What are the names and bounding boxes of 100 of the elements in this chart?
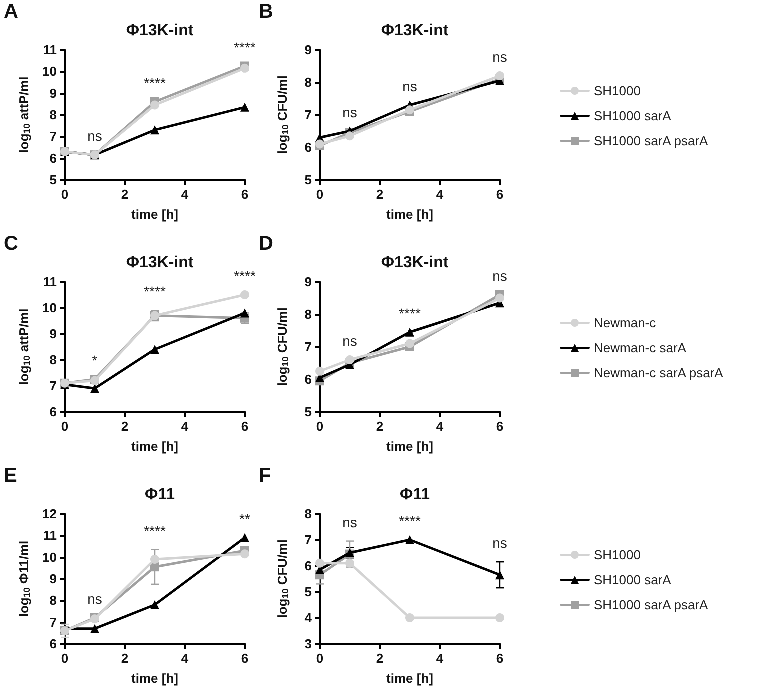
- x-tick-label: 6: [496, 419, 504, 434]
- y-tick-label: 8: [50, 593, 57, 608]
- y-tick-label: 7: [50, 378, 57, 394]
- point: [240, 308, 250, 318]
- point: [346, 356, 354, 364]
- x-tick-label: 6: [241, 651, 249, 666]
- legend-label: SH1000 sarA: [594, 108, 672, 124]
- point: [316, 366, 324, 376]
- y-tick-label: 5: [304, 584, 312, 600]
- x-axis-title: time [h]: [386, 671, 434, 686]
- legend-label: Newman-c sarA: [594, 340, 687, 356]
- x-tick-label: 6: [496, 651, 504, 666]
- y-tick-label: 11: [43, 274, 57, 290]
- annotation: ****: [144, 75, 166, 91]
- annotation: ns: [88, 591, 102, 607]
- chart-title: Φ13K-int: [381, 254, 450, 272]
- point: [346, 558, 354, 568]
- y-tick-label: 6: [304, 558, 312, 574]
- text: B: [259, 1, 274, 23]
- x-tick-label: 0: [316, 419, 324, 434]
- y-tick-label: 6: [50, 150, 57, 166]
- x-axis-title: time [h]: [132, 207, 178, 222]
- x-axis-title: time [h]: [386, 207, 434, 222]
- y-tick-label: 9: [50, 86, 57, 101]
- point: [150, 555, 160, 564]
- point: [240, 290, 250, 300]
- text: A: [4, 1, 18, 23]
- y-tick-label: 9: [304, 42, 312, 58]
- text: C: [4, 233, 18, 255]
- x-tick-label: 6: [496, 187, 504, 202]
- x-tick-label: 0: [316, 187, 324, 202]
- text: E: [4, 465, 18, 487]
- y-tick-label: 5: [304, 172, 312, 188]
- y-tick-label: 10: [42, 300, 57, 316]
- annotation: ****: [399, 305, 422, 322]
- point: [240, 550, 250, 559]
- x-tick-label: 0: [61, 187, 69, 202]
- point: [346, 132, 354, 141]
- x-tick-label: 4: [181, 187, 190, 202]
- legend-label: SH1000 sarA psarA: [594, 134, 709, 148]
- x-tick-label: 0: [61, 419, 69, 434]
- annotation: ****: [144, 284, 166, 300]
- y-tick-label: 12: [42, 506, 57, 522]
- point: [150, 600, 160, 610]
- x-tick-label: 4: [436, 651, 444, 666]
- x-tick-label: 2: [121, 419, 129, 434]
- x-tick-label: 2: [121, 651, 129, 666]
- x-tick-label: 2: [376, 651, 384, 666]
- point: [90, 624, 100, 634]
- x-tick-label: 4: [181, 419, 190, 434]
- x-tick-label: 2: [376, 419, 384, 434]
- y-tick-label: 8: [50, 108, 57, 122]
- y-tick-label: 6: [50, 636, 57, 652]
- x-tick-label: 4: [436, 419, 444, 434]
- x-tick-label: 2: [121, 187, 129, 202]
- y-tick-label: 5: [50, 172, 57, 188]
- x-tick-label: 4: [181, 651, 190, 666]
- x-tick-label: 0: [316, 651, 324, 666]
- y-tick-label: 7: [304, 340, 312, 354]
- x-axis-title: time [h]: [132, 671, 178, 686]
- y-tick-label: 11: [43, 528, 57, 544]
- y-tick-label: 8: [304, 506, 312, 522]
- y-tick-label: 7: [304, 108, 312, 122]
- y-axis-title: log10 attP/ml: [16, 76, 32, 154]
- x-tick-label: 4: [436, 187, 444, 202]
- x-tick-label: 6: [241, 419, 249, 434]
- annotation: ns: [88, 128, 102, 144]
- y-tick-label: 6: [304, 372, 312, 387]
- y-tick-label: 8: [304, 75, 312, 90]
- annotation: ns: [342, 514, 358, 530]
- legend-label: SH1000 sarA psarA: [594, 598, 709, 612]
- point: [496, 294, 504, 303]
- y-tick-label: 9: [50, 572, 57, 586]
- y-tick-label: 7: [50, 129, 57, 144]
- legend-label: SH1000: [594, 548, 641, 562]
- legend-label: Newman-c: [594, 316, 657, 330]
- x-tick-label: 2: [376, 187, 384, 202]
- y-tick-label: 10: [42, 64, 57, 80]
- point: [406, 614, 414, 622]
- y-tick-label: 7: [50, 614, 57, 630]
- annotation: ****: [399, 513, 422, 529]
- point: [406, 339, 414, 348]
- legend-label: SH1000: [594, 84, 641, 98]
- chart-title: Φ13K-int: [126, 254, 194, 272]
- y-tick-label: 9: [50, 326, 57, 342]
- y-axis-title: log10 CFU/ml: [275, 308, 290, 386]
- text: F: [259, 465, 272, 487]
- x-tick-label: 0: [61, 651, 69, 666]
- point: [496, 570, 504, 580]
- annotation: ns: [492, 535, 508, 552]
- legend-label: SH1000 sarA: [594, 572, 672, 588]
- y-tick-label: 8: [50, 352, 57, 368]
- y-tick-label: 6: [50, 404, 57, 420]
- x-axis-title: time [h]: [386, 439, 434, 454]
- point: [406, 536, 414, 544]
- y-tick-label: 11: [43, 42, 57, 58]
- legend-label: Newman-c sarA psarA: [594, 366, 724, 380]
- point: [496, 614, 504, 622]
- annotation: *: [92, 352, 98, 368]
- annotation: ns: [402, 78, 418, 94]
